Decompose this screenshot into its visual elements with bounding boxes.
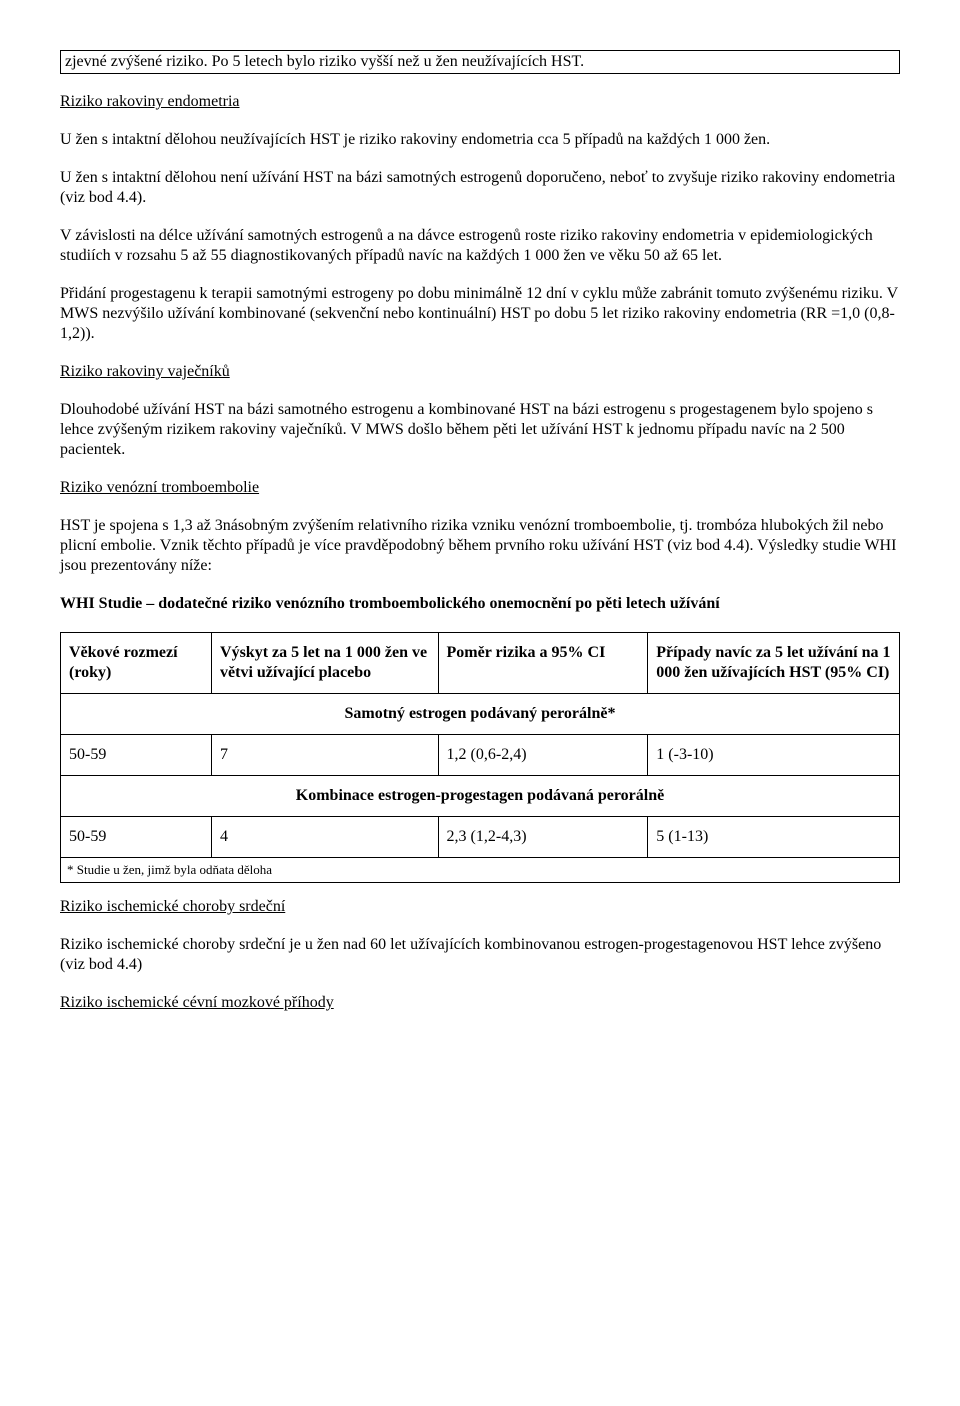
top-fragment-box: zjevné zvýšené riziko. Po 5 letech bylo … <box>60 50 900 74</box>
body-paragraph: HST je spojena s 1,3 až 3násobným zvýšen… <box>60 516 900 576</box>
heading-text: Riziko ischemické choroby srdeční <box>60 898 285 915</box>
heading-text: Riziko rakoviny endometria <box>60 93 240 110</box>
table-row: 50-59 4 2,3 (1,2-4,3) 5 (1-13) <box>61 817 900 858</box>
col-header-extra: Případy navíc za 5 let užívání na 1 000 … <box>648 633 900 694</box>
table-footnote-row: * Studie u žen, jimž byla odňata děloha <box>61 858 900 883</box>
body-paragraph: Riziko ischemické choroby srdeční je u ž… <box>60 935 900 975</box>
cell-extra: 5 (1-13) <box>648 817 900 858</box>
table-section-row: Samotný estrogen podávaný perorálně* <box>61 694 900 735</box>
top-fragment-text: zjevné zvýšené riziko. Po 5 letech bylo … <box>65 53 584 70</box>
body-paragraph: Dlouhodobé užívání HST na bázi samotného… <box>60 400 900 460</box>
cell-rr: 2,3 (1,2-4,3) <box>438 817 648 858</box>
section-label-estrogen-only: Samotný estrogen podávaný perorálně* <box>61 694 900 735</box>
body-paragraph: U žen s intaktní dělohou není užívání HS… <box>60 168 900 208</box>
cell-age: 50-59 <box>61 735 212 776</box>
col-header-age: Věkové rozmezí (roky) <box>61 633 212 694</box>
section-heading-ovarian: Riziko rakoviny vaječníků <box>60 362 900 382</box>
cell-placebo: 7 <box>212 735 439 776</box>
heading-text: Riziko rakoviny vaječníků <box>60 363 230 380</box>
section-heading-stroke: Riziko ischemické cévní mozkové příhody <box>60 993 900 1013</box>
cell-rr: 1,2 (0,6-2,4) <box>438 735 648 776</box>
cell-age: 50-59 <box>61 817 212 858</box>
table-header-row: Věkové rozmezí (roky) Výskyt za 5 let na… <box>61 633 900 694</box>
section-heading-chd: Riziko ischemické choroby srdeční <box>60 897 900 917</box>
section-heading-vte: Riziko venózní tromboembolie <box>60 478 900 498</box>
heading-text: Riziko ischemické cévní mozkové příhody <box>60 994 334 1011</box>
body-paragraph: U žen s intaktní dělohou neužívajících H… <box>60 130 900 150</box>
table-footnote: * Studie u žen, jimž byla odňata děloha <box>61 858 900 883</box>
col-header-placebo: Výskyt za 5 let na 1 000 žen ve větvi už… <box>212 633 439 694</box>
body-paragraph: V závislosti na délce užívání samotných … <box>60 226 900 266</box>
table-row: 50-59 7 1,2 (0,6-2,4) 1 (-3-10) <box>61 735 900 776</box>
cell-extra: 1 (-3-10) <box>648 735 900 776</box>
vte-risk-table: Věkové rozmezí (roky) Výskyt za 5 let na… <box>60 632 900 883</box>
section-heading-endometrial: Riziko rakoviny endometria <box>60 92 900 112</box>
cell-placebo: 4 <box>212 817 439 858</box>
table-section-row: Kombinace estrogen-progestagen podávaná … <box>61 776 900 817</box>
section-label-combined: Kombinace estrogen-progestagen podávaná … <box>61 776 900 817</box>
heading-text: Riziko venózní tromboembolie <box>60 479 259 496</box>
table-title: WHI Studie – dodatečné riziko venózního … <box>60 594 900 614</box>
body-paragraph: Přidání progestagenu k terapii samotnými… <box>60 284 900 344</box>
col-header-rr: Poměr rizika a 95% CI <box>438 633 648 694</box>
